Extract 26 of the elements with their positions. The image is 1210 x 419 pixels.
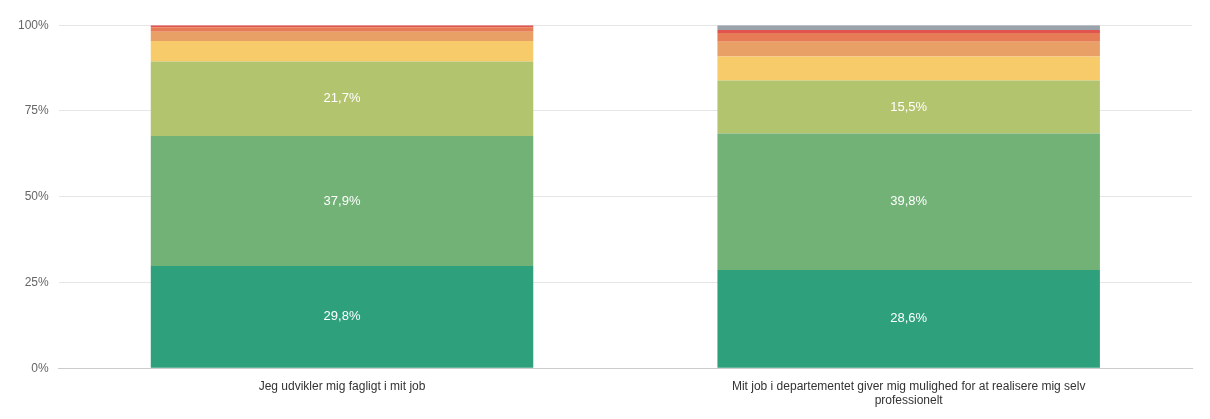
data-label: 28,6% [890, 310, 928, 326]
data-label: 29,8% [323, 308, 361, 324]
bar [717, 30, 1100, 34]
x-tick-label: Mit job i departementet giver mig mulighed for at realisere mig selv professionelt [731, 378, 1086, 408]
bar [717, 80, 1100, 134]
y-tick-label: 50% [24, 189, 50, 204]
bar [150, 61, 534, 136]
bar [150, 265, 534, 368]
y-tick-label: 100% [17, 17, 50, 32]
data-label: 39,8% [890, 193, 928, 209]
y-tick-label: 25% [24, 274, 50, 289]
x-tick-label: Jeg udvikler mig fagligt i mit job [258, 378, 426, 393]
y-tick-label: 75% [24, 103, 50, 118]
bar [717, 33, 1100, 42]
bar [717, 270, 1100, 368]
bar [150, 135, 534, 266]
bar [717, 133, 1100, 271]
bar [717, 56, 1100, 81]
bar [150, 40, 534, 62]
y-tick-label: 0% [31, 360, 50, 375]
bar [150, 31, 534, 41]
data-label: 37,9% [323, 192, 361, 208]
data-label: 21,7% [323, 90, 361, 106]
bar [717, 41, 1100, 57]
bar [150, 27, 534, 32]
data-label: 15,5% [890, 98, 928, 114]
